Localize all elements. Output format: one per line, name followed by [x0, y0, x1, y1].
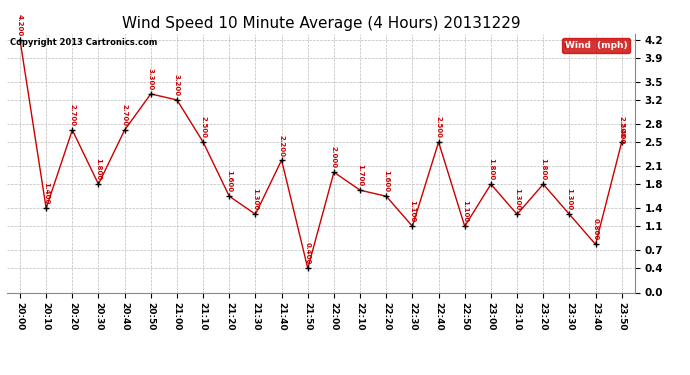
Text: 1.100: 1.100 — [462, 201, 468, 223]
Legend: Wind  (mph): Wind (mph) — [562, 38, 630, 53]
Text: 2.500: 2.500 — [619, 117, 624, 138]
Text: 2.500: 2.500 — [200, 117, 206, 138]
Text: Copyright 2013 Cartronics.com: Copyright 2013 Cartronics.com — [10, 38, 157, 46]
Text: 1.600: 1.600 — [226, 171, 233, 193]
Text: 2.700: 2.700 — [69, 104, 75, 126]
Text: 0.800: 0.800 — [593, 219, 598, 241]
Text: 1.100: 1.100 — [409, 201, 415, 223]
Text: 1.800: 1.800 — [488, 158, 494, 181]
Text: 1.300: 1.300 — [514, 188, 520, 211]
Text: 0.400: 0.400 — [305, 243, 310, 265]
Text: 3.200: 3.200 — [174, 74, 180, 96]
Text: 2.400: 2.400 — [619, 122, 624, 144]
Text: 2.200: 2.200 — [279, 135, 284, 156]
Text: 2.500: 2.500 — [435, 117, 442, 138]
Text: 1.300: 1.300 — [566, 188, 573, 211]
Text: 3.300: 3.300 — [148, 68, 154, 90]
Text: 1.400: 1.400 — [43, 182, 49, 205]
Text: 2.700: 2.700 — [121, 104, 128, 126]
Text: 1.600: 1.600 — [383, 171, 389, 193]
Text: 4.200: 4.200 — [17, 14, 23, 36]
Text: 1.800: 1.800 — [95, 158, 101, 181]
Text: 2.000: 2.000 — [331, 146, 337, 168]
Text: 1.300: 1.300 — [253, 188, 259, 211]
Text: 1.800: 1.800 — [540, 158, 546, 181]
Title: Wind Speed 10 Minute Average (4 Hours) 20131229: Wind Speed 10 Minute Average (4 Hours) 2… — [121, 16, 520, 31]
Text: 1.700: 1.700 — [357, 164, 363, 187]
